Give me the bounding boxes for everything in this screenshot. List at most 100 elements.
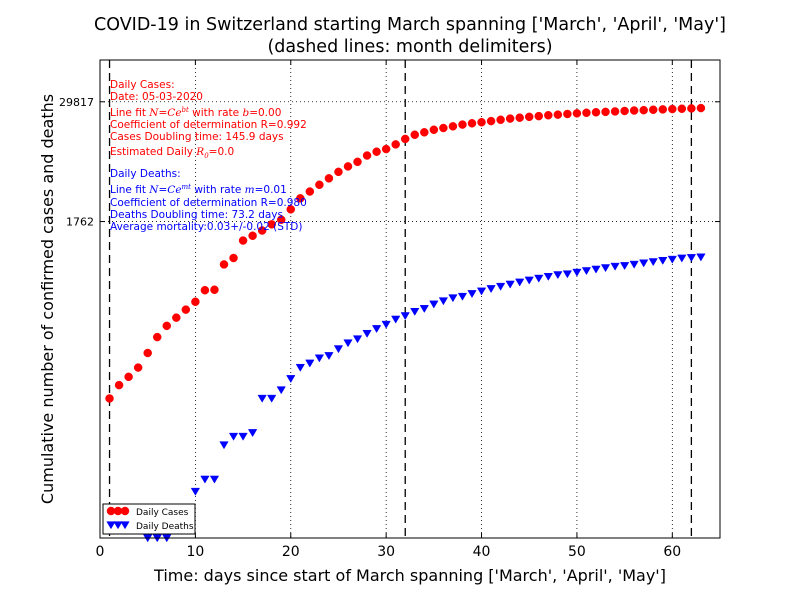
legend-deaths-point <box>113 521 123 530</box>
deaths-point <box>467 290 477 299</box>
cases-point <box>152 332 162 342</box>
cases-point <box>181 305 191 314</box>
y-tick-label: 1762 <box>66 216 94 229</box>
deaths-point <box>381 320 391 329</box>
deaths-point <box>219 441 229 450</box>
cases-point <box>372 147 381 156</box>
cases-point <box>114 380 124 390</box>
deaths-point <box>190 487 201 496</box>
cases-point <box>105 394 114 403</box>
cases-point <box>133 363 143 372</box>
deaths-point <box>515 278 525 287</box>
deaths-point <box>267 394 277 403</box>
cases-point <box>601 107 610 117</box>
y-tick-label: 29817 <box>59 96 94 109</box>
cases-annotation-doubling: Cases Doubling time: 145.9 days <box>110 131 284 143</box>
deaths-point <box>429 300 439 309</box>
cases-point <box>496 115 505 125</box>
deaths-annotation-coef: Coefficient of determination R=0.980 <box>110 197 307 209</box>
cases-point <box>324 174 334 183</box>
grid <box>100 60 720 538</box>
legend-deaths-point <box>106 521 116 530</box>
cases-annotation-r0: Estimated Daily R0=0.0 <box>110 146 234 160</box>
chart-title-line-2: (dashed lines: month delimiters) <box>267 37 552 57</box>
deaths-point <box>343 339 353 348</box>
deaths-point <box>209 475 220 484</box>
cases-point <box>629 106 639 115</box>
deaths-point <box>562 270 573 279</box>
cases-point <box>362 151 372 160</box>
cases-point <box>524 112 534 122</box>
cases-point <box>276 215 286 224</box>
cases-point <box>229 253 238 263</box>
legend: Daily Cases Daily Deaths <box>102 503 196 535</box>
cases-point <box>658 105 668 114</box>
deaths-point <box>391 315 401 324</box>
deaths-point <box>591 265 601 274</box>
deaths-point <box>419 305 429 313</box>
cases-annotation: Daily Cases: Date: 05-03-2020 Line fit N… <box>110 79 307 160</box>
deaths-point <box>696 253 706 262</box>
cases-point <box>439 123 448 133</box>
cases-point <box>257 226 267 235</box>
cases-point <box>572 109 582 118</box>
deaths-point <box>686 254 697 262</box>
deaths-annotation-mortality: Average mortality:0.03+/-0.02 (STD) <box>110 221 303 233</box>
deaths-point <box>619 262 630 271</box>
x-tick-label: 10 <box>186 544 204 560</box>
cases-point <box>591 108 601 117</box>
deaths-point <box>486 285 496 294</box>
cases-point <box>458 120 467 129</box>
cases-point <box>668 104 677 114</box>
cases-point <box>296 194 305 203</box>
cases-annotation-date: Date: 05-03-2020 <box>110 91 203 103</box>
legend-cases-marker <box>106 506 130 516</box>
deaths-point <box>247 429 258 438</box>
legend-cases-label: Daily Cases <box>136 508 189 518</box>
plot-frame <box>99 59 721 539</box>
cases-point <box>420 128 429 137</box>
cases-annotation-heading: Daily Cases: <box>110 79 175 91</box>
deaths-point <box>257 394 267 403</box>
deaths-point <box>553 271 563 280</box>
cases-point <box>248 231 257 240</box>
cases-point <box>544 110 553 120</box>
cases-point <box>620 106 629 116</box>
legend-cases-point <box>120 506 130 516</box>
cases-point <box>124 372 133 382</box>
deaths-point <box>400 312 410 321</box>
x-tick-label: 50 <box>568 544 586 560</box>
cases-point <box>334 167 343 177</box>
cases-point <box>429 125 439 135</box>
cases-point <box>505 114 515 123</box>
deaths-point <box>352 335 363 344</box>
cases-point <box>448 122 458 131</box>
cases-point <box>200 285 210 295</box>
deaths-point <box>543 272 553 281</box>
cases-annotation-coef: Coefficient of determination R=0.992 <box>110 119 307 131</box>
axis-ticks: 0 10 20 30 40 50 60 1762 29817 <box>59 60 720 560</box>
deaths-point <box>648 258 658 267</box>
cases-point <box>238 236 248 245</box>
deaths-point <box>457 292 468 301</box>
cases-point <box>696 103 706 113</box>
cases-point <box>477 117 486 127</box>
y-axis-label: Cumulative number of confirmed cases and… <box>38 94 57 504</box>
x-tick-label: 60 <box>663 544 681 560</box>
deaths-point <box>438 297 449 306</box>
chart-title-line-1: COVID-19 in Switzerland starting March s… <box>94 15 726 35</box>
cases-point <box>610 107 620 116</box>
deaths-point <box>581 267 592 276</box>
cases-point <box>219 260 229 269</box>
deaths-point <box>495 282 506 291</box>
cases-point <box>353 157 362 167</box>
deaths-point <box>572 268 582 277</box>
cases-point <box>563 109 572 119</box>
deaths-point <box>639 259 649 268</box>
cases-point <box>410 130 420 139</box>
deaths-point <box>238 432 248 441</box>
deaths-point <box>667 255 677 264</box>
cases-point <box>582 108 591 118</box>
deaths-point <box>410 307 420 316</box>
cases-point <box>534 111 544 121</box>
